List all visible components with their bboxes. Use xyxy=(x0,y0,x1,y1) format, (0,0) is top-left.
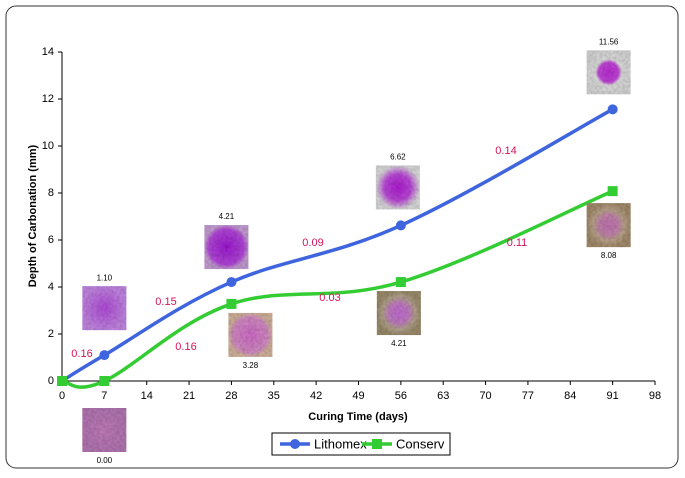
x-tick-label: 21 xyxy=(183,390,195,402)
sample-photo xyxy=(375,165,420,210)
legend xyxy=(271,432,451,456)
legend-marker xyxy=(290,439,300,449)
sample-photo xyxy=(228,312,273,357)
value-label: 11.56 xyxy=(599,37,619,46)
x-tick-label: 49 xyxy=(352,390,364,402)
x-tick-label: 35 xyxy=(268,390,280,402)
value-label: 1.10 xyxy=(97,273,113,282)
x-tick-label: 77 xyxy=(522,390,534,402)
sample-photo xyxy=(376,291,421,336)
x-tick-label: 42 xyxy=(310,390,322,402)
point xyxy=(57,376,67,386)
legend-marker xyxy=(372,439,382,449)
x-tick-label: 56 xyxy=(395,390,407,402)
sample-photo xyxy=(586,50,631,95)
frame xyxy=(5,5,679,469)
slope-label: 0.16 xyxy=(175,341,196,353)
sample-photo xyxy=(204,225,249,270)
legend-label: Conserv xyxy=(396,436,445,451)
point xyxy=(395,277,406,288)
y-tick-label: 4 xyxy=(48,281,54,293)
slope-label: 0.14 xyxy=(495,145,516,157)
point xyxy=(99,350,110,361)
y-tick-label: 6 xyxy=(48,234,54,246)
slope-label: 0.09 xyxy=(302,237,323,249)
x-tick-label: 28 xyxy=(225,390,237,402)
slope-label: 0.11 xyxy=(507,237,528,249)
value-label: 0.00 xyxy=(97,456,113,465)
point xyxy=(99,376,110,386)
y-tick-label: 8 xyxy=(48,187,54,199)
point xyxy=(226,298,237,309)
x-tick-label: 70 xyxy=(479,390,491,402)
value-label: 6.62 xyxy=(390,153,406,162)
x-tick-label: 0 xyxy=(59,390,65,402)
sample-photo xyxy=(586,203,631,248)
y-tick-label: 12 xyxy=(42,93,54,105)
x-tick-label: 84 xyxy=(564,390,576,402)
value-label: 3.28 xyxy=(243,361,259,370)
value-label: 4.21 xyxy=(219,212,235,221)
point xyxy=(607,104,618,115)
point xyxy=(226,277,237,288)
value-label: 8.08 xyxy=(601,251,617,260)
legend-label: Lithomex xyxy=(314,436,367,451)
point xyxy=(395,220,406,231)
y-axis-title: Depth of Carbonation (mm) xyxy=(27,144,39,287)
point xyxy=(607,186,618,197)
slope-label: 0.15 xyxy=(155,296,176,308)
y-tick-label: 0 xyxy=(48,375,54,387)
y-tick-label: 10 xyxy=(42,140,54,152)
y-tick-label: 2 xyxy=(48,328,54,340)
x-tick-label: 91 xyxy=(607,390,619,402)
x-tick-label: 98 xyxy=(649,390,661,402)
slope-label: 0.03 xyxy=(319,292,340,304)
sample-photo xyxy=(82,408,127,452)
y-tick-label: 14 xyxy=(42,46,54,58)
slope-label: 0.16 xyxy=(71,348,92,360)
x-axis-title: Curing Time (days) xyxy=(308,411,408,423)
x-tick-label: 14 xyxy=(141,390,153,402)
value-label: 4.21 xyxy=(391,339,407,348)
sample-photo xyxy=(82,286,127,331)
x-tick-label: 63 xyxy=(437,390,449,402)
x-tick-label: 7 xyxy=(101,390,107,402)
